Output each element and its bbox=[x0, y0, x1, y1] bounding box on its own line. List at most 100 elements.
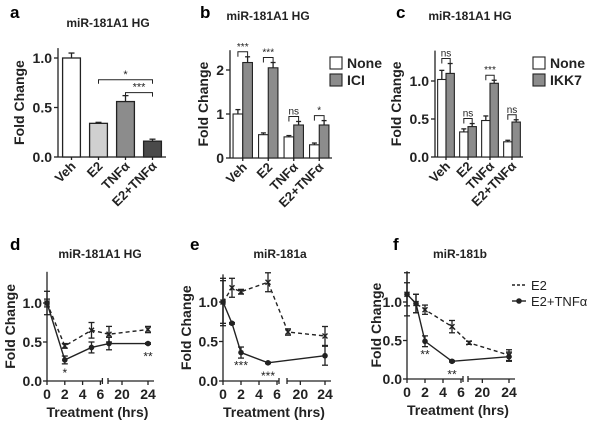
legend-label: IKK7 bbox=[550, 72, 582, 88]
significance-bracket bbox=[507, 114, 517, 120]
y-tick-label: 1.0 bbox=[33, 50, 53, 66]
data-point bbox=[145, 340, 151, 347]
bar-none bbox=[459, 131, 469, 158]
y-tick-label: 0 bbox=[216, 150, 224, 166]
y-axis-label: Fold Change bbox=[178, 285, 194, 370]
x-tick-label: 2 bbox=[237, 386, 245, 402]
legend-swatch bbox=[329, 73, 343, 87]
bar-none bbox=[503, 141, 513, 158]
bar-ikk7 bbox=[511, 121, 521, 158]
data-point bbox=[449, 323, 455, 330]
chart-title: miR-181b bbox=[433, 247, 487, 261]
bar-ici bbox=[267, 67, 279, 159]
significance-label: *** bbox=[133, 82, 147, 94]
data-point bbox=[238, 349, 244, 356]
data-point bbox=[322, 332, 328, 339]
significance-label: ** bbox=[143, 350, 153, 364]
bar-none bbox=[283, 136, 295, 159]
significance-label: ns bbox=[463, 109, 474, 120]
y-tick-label: 0.5 bbox=[410, 111, 430, 127]
chart-title: miR-181A1 HG bbox=[428, 9, 511, 23]
bar bbox=[88, 122, 109, 158]
significance-bracket bbox=[98, 79, 153, 84]
bar-none bbox=[481, 119, 491, 158]
y-axis-label: Fold Change bbox=[11, 60, 27, 145]
data-point bbox=[404, 291, 410, 298]
significance-label: ** bbox=[447, 367, 457, 381]
x-tick-label: 24 bbox=[140, 386, 156, 402]
series-line-e2-tnf bbox=[222, 301, 326, 364]
significance-label: ns bbox=[507, 105, 518, 116]
y-tick-label: 0.5 bbox=[383, 333, 403, 349]
chart-title: miR-181A1 HG bbox=[66, 16, 149, 30]
legend-swatch bbox=[329, 56, 343, 70]
legend-label: None bbox=[550, 55, 585, 71]
significance-bracket bbox=[463, 118, 473, 124]
significance-label: * bbox=[123, 69, 128, 81]
y-tick-label: 1.0 bbox=[23, 295, 43, 311]
panel-letter: f bbox=[393, 235, 399, 254]
data-point bbox=[88, 344, 95, 351]
panel-letter: d bbox=[10, 235, 20, 254]
series-line-e2 bbox=[406, 293, 510, 356]
x-tick-label: 24 bbox=[317, 386, 333, 402]
x-axis-label: Treatment (hrs) bbox=[407, 402, 509, 418]
y-tick-label: 0.5 bbox=[33, 100, 53, 116]
y-tick-label: 0.0 bbox=[410, 149, 430, 165]
legend-swatch bbox=[532, 73, 546, 87]
data-point bbox=[265, 360, 271, 366]
x-tick-label: 20 bbox=[293, 386, 309, 402]
x-tick-label: 20 bbox=[475, 384, 491, 400]
x-tick-label: 0 bbox=[403, 384, 411, 400]
data-point bbox=[238, 288, 244, 295]
data-point bbox=[285, 329, 291, 336]
data-point bbox=[88, 327, 95, 334]
data-point bbox=[229, 284, 235, 291]
significance-label: * bbox=[62, 366, 67, 380]
category-label: Veh bbox=[52, 158, 79, 185]
x-tick-label: 6 bbox=[273, 386, 281, 402]
series-line-e2 bbox=[46, 302, 149, 347]
data-point bbox=[413, 300, 419, 307]
data-point bbox=[322, 352, 328, 359]
bar-ici bbox=[293, 124, 304, 159]
bar-none bbox=[309, 144, 320, 159]
chart-title: miR-181a bbox=[253, 247, 307, 261]
panel-letter: c bbox=[396, 3, 405, 22]
y-axis-label: Fold Change bbox=[368, 283, 384, 368]
panel-letter: e bbox=[190, 235, 199, 254]
y-tick-label: 2 bbox=[216, 62, 224, 78]
bar-ikk7 bbox=[445, 72, 455, 158]
legend-label: E2+TNFα bbox=[531, 294, 588, 309]
data-point bbox=[62, 357, 68, 363]
series-line-e2 bbox=[222, 281, 326, 337]
significance-label: *** bbox=[262, 48, 274, 59]
significance-bracket bbox=[485, 74, 495, 81]
panel-letter: b bbox=[200, 3, 210, 22]
category-label: Veh bbox=[426, 158, 453, 185]
data-point bbox=[506, 353, 512, 360]
significance-label: * bbox=[317, 106, 321, 117]
data-point bbox=[61, 342, 68, 349]
significance-bracket bbox=[262, 57, 274, 63]
significance-bracket bbox=[313, 115, 325, 121]
legend-label: E2 bbox=[531, 278, 547, 293]
bar-none bbox=[258, 134, 269, 159]
y-tick-label: 0.5 bbox=[199, 334, 219, 350]
y-tick-label: 0.5 bbox=[23, 334, 43, 350]
significance-bracket bbox=[441, 58, 451, 64]
legend-label: None bbox=[347, 55, 382, 71]
panel-letter: a bbox=[10, 3, 20, 22]
y-tick-label: 1.0 bbox=[410, 73, 430, 89]
data-point bbox=[229, 320, 235, 327]
significance-bracket bbox=[125, 92, 153, 97]
data-point bbox=[422, 338, 428, 345]
x-tick-label: 6 bbox=[457, 384, 465, 400]
x-tick-label: 24 bbox=[501, 384, 517, 400]
x-tick-label: 2 bbox=[421, 384, 429, 400]
legend-swatch bbox=[532, 56, 546, 70]
bar bbox=[61, 57, 82, 158]
data-point bbox=[449, 358, 455, 365]
bar-ikk7 bbox=[489, 82, 499, 158]
x-tick-label: 6 bbox=[97, 386, 105, 402]
